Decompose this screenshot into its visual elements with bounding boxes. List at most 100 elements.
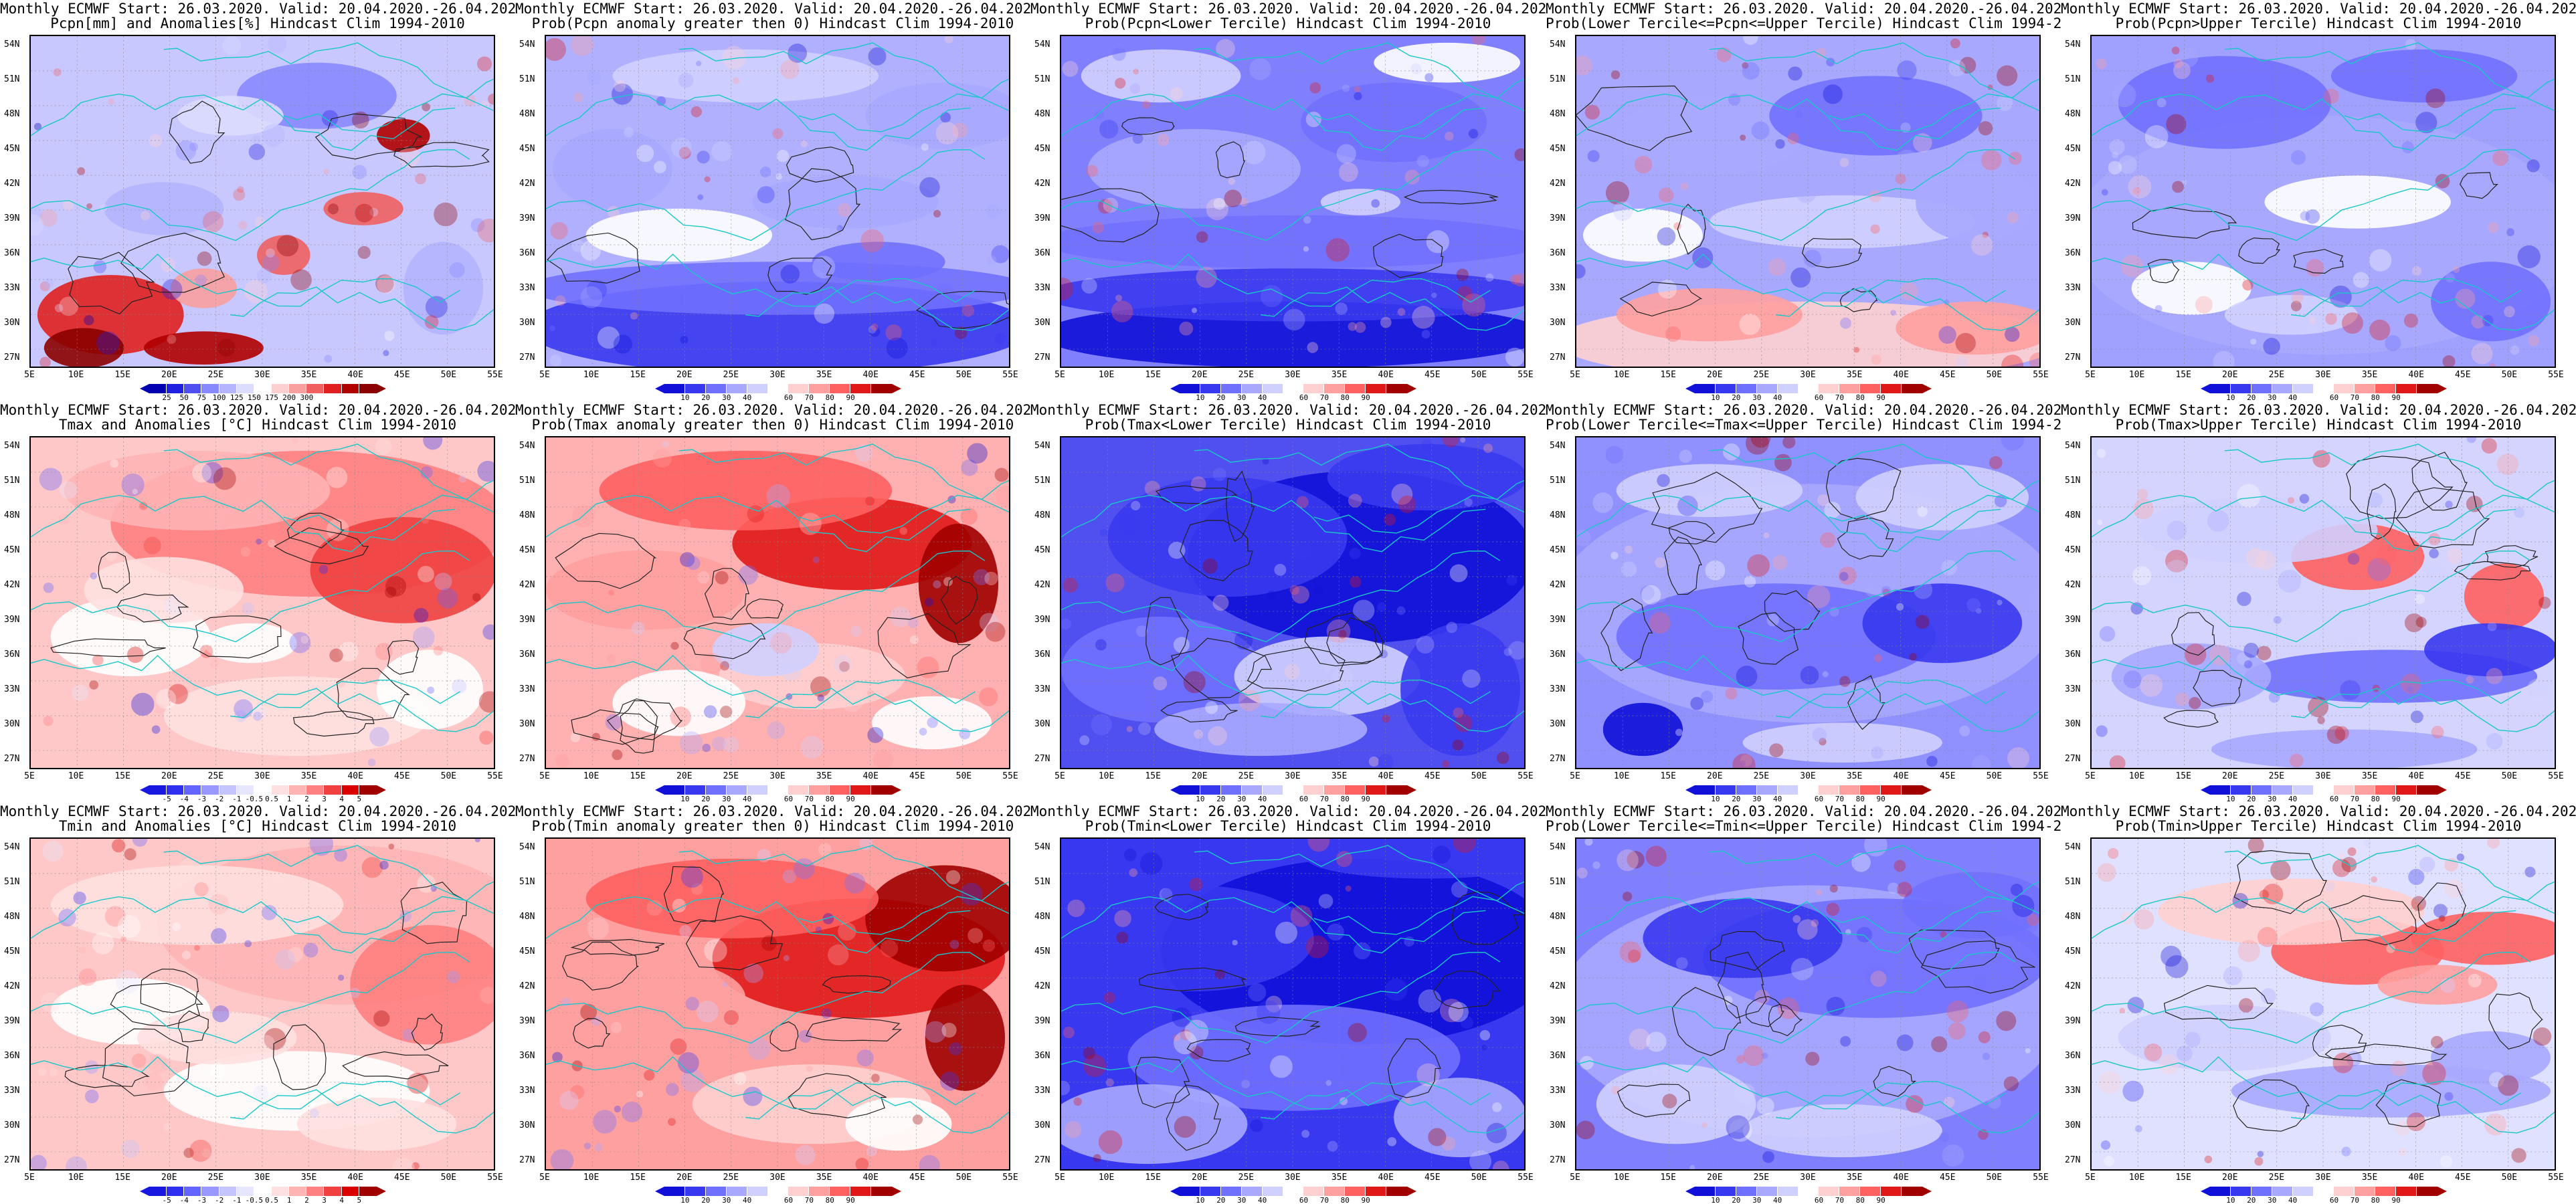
field-speckle — [833, 655, 852, 673]
field-blob — [712, 623, 819, 677]
isoline-contour — [785, 168, 861, 241]
field-speckle — [1079, 735, 1090, 746]
field-speckle — [2428, 532, 2441, 546]
latitude-label: 30N — [4, 1120, 20, 1130]
field-speckle — [2250, 338, 2257, 345]
field-speckle — [276, 234, 299, 257]
field-speckle — [167, 334, 177, 344]
field-speckle — [318, 565, 329, 575]
colorbar-tick-label: -5 — [162, 795, 171, 803]
longitude-label: 35E — [2361, 1173, 2378, 1183]
colorbar-segment — [664, 384, 685, 393]
field-speckle — [1485, 273, 1494, 282]
latitude-label: 51N — [1550, 476, 1566, 486]
field-speckle — [1443, 437, 1459, 447]
field-speckle — [2243, 642, 2259, 658]
latitude-label: 30N — [1550, 318, 1566, 328]
latitude-label: 54N — [2065, 842, 2081, 852]
field-speckle — [1592, 861, 1600, 870]
field-speckle — [1448, 1001, 1469, 1023]
field-speckle — [1701, 690, 1714, 703]
field-speckle — [2133, 498, 2154, 520]
colorbar-min-arrow — [2201, 384, 2210, 393]
field-blob — [1616, 583, 1936, 690]
isoline-contour — [1226, 470, 1255, 542]
field-speckle — [1061, 277, 1074, 301]
field-speckle — [2371, 876, 2377, 883]
field-speckle — [672, 898, 686, 913]
field-speckle — [1896, 603, 1904, 611]
field-speckle — [54, 304, 64, 312]
field-speckle — [1202, 558, 1218, 574]
longitude-label: 10E — [583, 370, 600, 380]
map-field — [31, 437, 494, 768]
latitude-label: 42N — [1034, 981, 1050, 991]
field-speckle — [1126, 726, 1133, 732]
field-speckle — [327, 203, 339, 215]
colorbar-tick-label: -4 — [179, 795, 189, 803]
longitude-label: 25E — [723, 370, 739, 380]
coastline — [31, 254, 460, 307]
field-speckle — [92, 654, 104, 666]
field-speckle — [1174, 1116, 1196, 1138]
longitude-label: 20E — [1707, 1173, 1723, 1183]
field-speckle — [1486, 1122, 1507, 1144]
isoline-contour — [2346, 456, 2454, 519]
map-panel-tmax-middle: Monthly ECMWF Start: 26.03.2020. Valid: … — [1546, 401, 2061, 803]
field-speckle — [1354, 942, 1371, 960]
longitude-label: 25E — [723, 1173, 739, 1183]
colorbar-segment — [1324, 384, 1346, 393]
coastline — [2291, 286, 2555, 331]
field-speckle — [31, 1155, 47, 1169]
latitude-label: 27N — [2065, 754, 2081, 764]
colorbar-tick-label: 300 — [300, 393, 314, 401]
field-speckle — [72, 684, 88, 701]
field-speckle — [37, 1068, 47, 1076]
field-speckle — [1445, 131, 1454, 141]
field-speckle — [1959, 57, 1976, 74]
longitude-label: 10E — [583, 771, 600, 781]
field-speckle — [108, 98, 114, 105]
field-speckle — [691, 106, 703, 118]
latitude-label: 51N — [1034, 877, 1050, 887]
field-speckle — [117, 914, 141, 938]
latitude-label: 54N — [1550, 39, 1566, 49]
field-speckle — [711, 736, 727, 751]
field-speckle — [1816, 47, 1827, 58]
field-speckle — [1081, 278, 1097, 294]
field-blob — [1127, 1004, 1461, 1111]
field-blob — [752, 175, 939, 229]
colorbar-segment — [2210, 785, 2231, 795]
field-speckle — [757, 186, 775, 204]
field-speckle — [1174, 1031, 1197, 1055]
colorbar-segment — [359, 384, 377, 393]
field-speckle — [631, 621, 645, 635]
field-speckle — [1948, 60, 1966, 77]
field-speckle — [2369, 249, 2392, 272]
latitude-label: 45N — [4, 946, 20, 957]
colorbar-tick-label: 70 — [2350, 795, 2359, 803]
longitude-label: 40E — [347, 771, 363, 781]
field-speckle — [1611, 70, 1621, 80]
colorbar-segment — [788, 785, 810, 795]
panel-title-line1: Monthly ECMWF Start: 26.03.2020. Valid: … — [515, 803, 1030, 819]
colorbar-segment — [1324, 785, 1346, 795]
field-blob — [872, 696, 992, 750]
field-blob — [323, 192, 403, 225]
field-speckle — [2425, 88, 2446, 108]
field-speckle — [1996, 1011, 2017, 1031]
field-blob — [1374, 42, 1521, 83]
colorbar-segment — [850, 785, 872, 795]
field-speckle — [2256, 550, 2276, 571]
coastline — [283, 78, 494, 132]
field-speckle — [1228, 178, 1235, 185]
field-speckle — [1662, 1094, 1677, 1109]
coastline — [678, 443, 1009, 513]
field-speckle — [401, 1028, 415, 1041]
field-speckle — [839, 661, 850, 672]
isoline-contour — [1908, 929, 2000, 970]
colorbar-tick-label: 80 — [2371, 1196, 2380, 1204]
isoline-contour — [2163, 985, 2274, 1021]
colorbar-segment — [2313, 1187, 2334, 1196]
field-speckle — [1627, 851, 1645, 869]
